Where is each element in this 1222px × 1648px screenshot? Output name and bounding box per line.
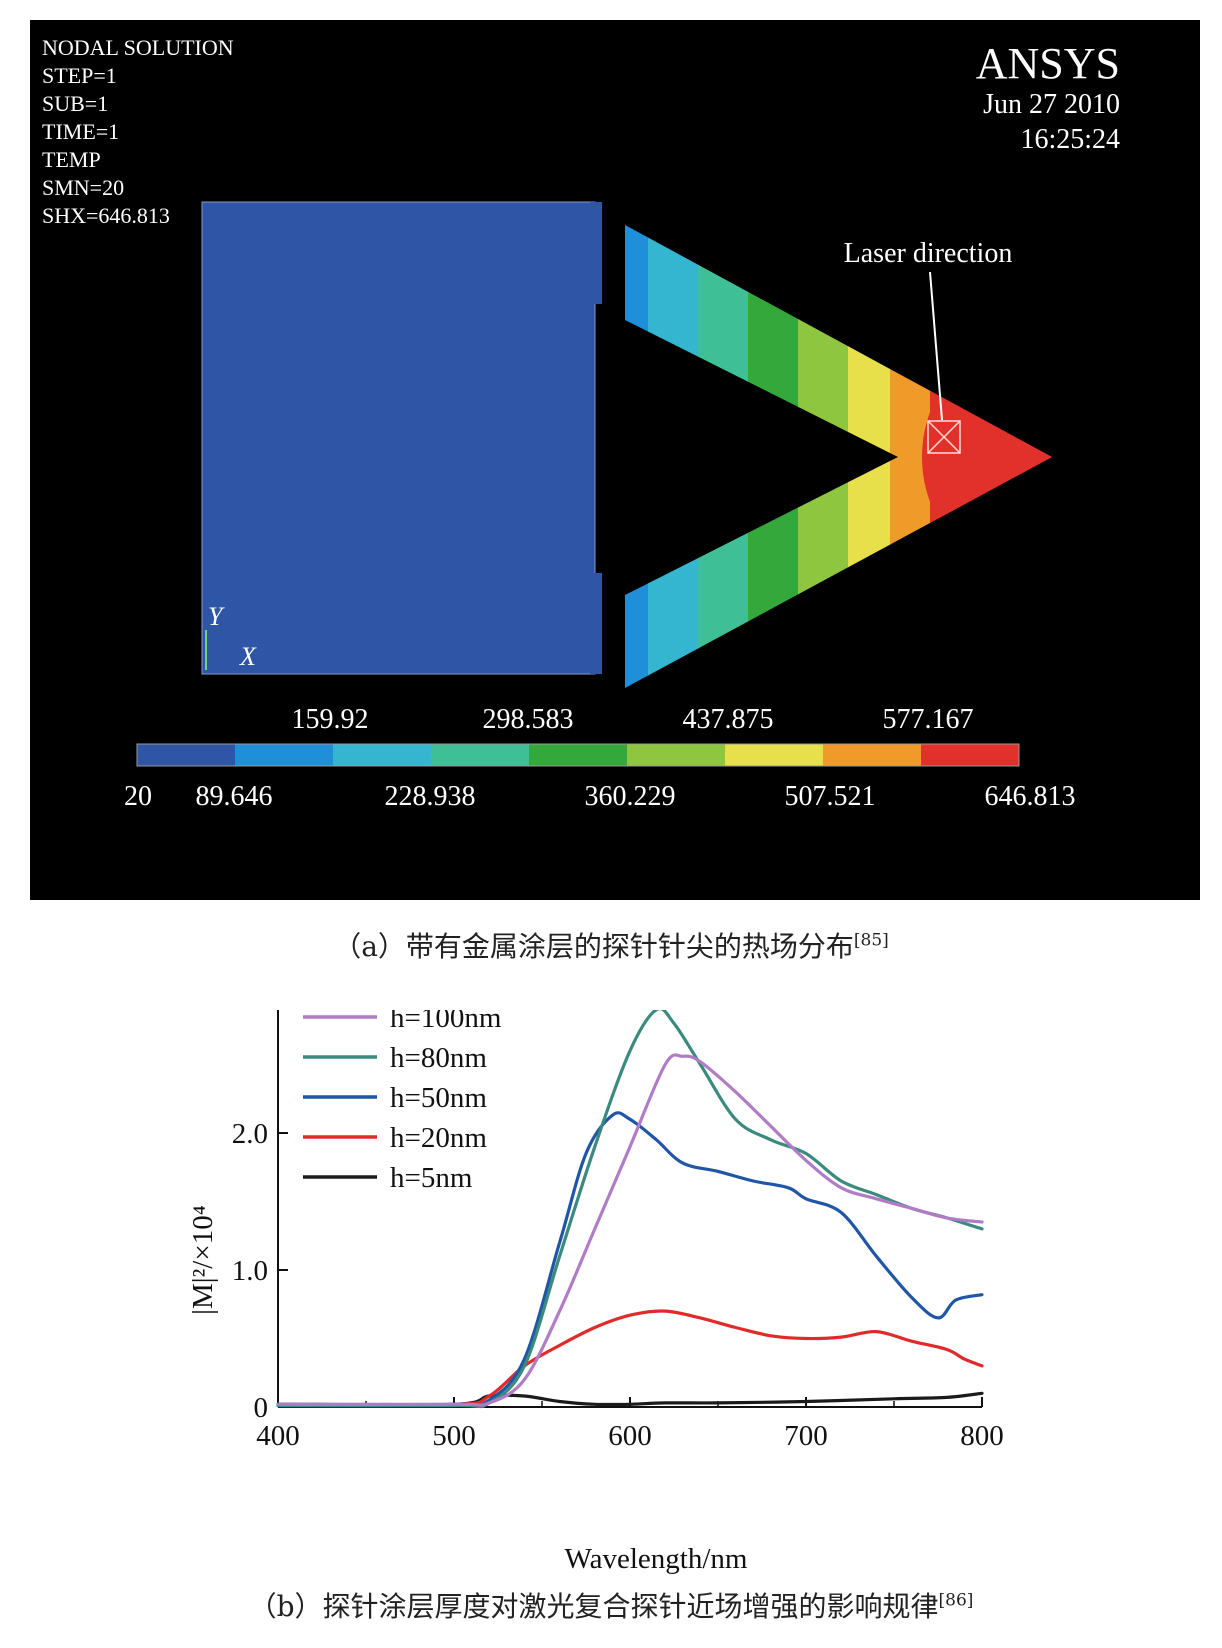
colorbar-tick-top: 298.583 — [483, 704, 574, 735]
info-line: TEMP — [42, 147, 101, 172]
info-line: STEP=1 — [42, 63, 117, 88]
colorbar-segment — [235, 744, 334, 766]
colorbar-tick-bottom: 89.646 — [196, 781, 273, 812]
colorbar-segment — [725, 744, 824, 766]
laser-direction-pointer — [929, 271, 943, 421]
colorbar-tick-bottom: 360.229 — [585, 781, 676, 812]
tip-hotzone — [922, 327, 1052, 587]
info-line: SHX=646.813 — [42, 203, 170, 228]
caption-b: （b）探针涂层厚度对激光复合探针近场增强的影响规律[86] — [0, 1585, 1222, 1625]
chart-axes: 400 500 600 700 800 0 1.0 2.0 3.0 — [232, 1010, 1004, 1452]
caption-a-text: （a）带有金属涂层的探针针尖的热场分布 — [333, 930, 854, 963]
colorbar-segment — [137, 744, 236, 766]
ansys-time: 16:25:24 — [1020, 124, 1120, 155]
colorbar-segment — [627, 744, 726, 766]
colorbar — [136, 743, 1020, 767]
caption-b-text: （b）探针涂层厚度对激光复合探针近场增强的影响规律 — [248, 1590, 939, 1623]
laser-spot-marker — [927, 420, 961, 454]
caption-a-ref: [85] — [853, 930, 889, 951]
series-line-h5nm — [276, 1391, 984, 1407]
tip-band — [625, 225, 649, 688]
colorbar-tick-top: 577.167 — [883, 704, 974, 735]
series-line-h80nm — [276, 1010, 984, 1409]
colorbar-segment — [529, 744, 628, 766]
legend-label: h=80nm — [390, 1042, 487, 1074]
probe-body — [201, 201, 596, 675]
probe-neck-bottom — [590, 573, 602, 674]
y-tick-label: 2.0 — [232, 1118, 268, 1150]
info-line: NODAL SOLUTION — [42, 35, 234, 60]
colorbar-segment — [333, 744, 432, 766]
axis-x-label: X — [239, 642, 257, 671]
x-tick-label: 400 — [256, 1420, 300, 1452]
colorbar-segment — [431, 744, 530, 766]
legend-label: h=5nm — [390, 1162, 473, 1194]
tip-band — [648, 225, 699, 688]
info-line: SMN=20 — [42, 175, 124, 200]
x-axis-label: Wavelength/nm — [565, 1543, 748, 1575]
ansys-brand: ANSYS — [976, 39, 1120, 88]
y-tick-label: 0 — [254, 1392, 269, 1424]
x-tick-label: 800 — [960, 1420, 1004, 1452]
colorbar-tick-top: 437.875 — [683, 704, 774, 735]
legend-label: h=20nm — [390, 1122, 487, 1154]
caption-a: （a）带有金属涂层的探针针尖的热场分布[85] — [0, 925, 1222, 965]
series-line-h20nm — [276, 1309, 984, 1407]
caption-b-ref: [86] — [938, 1590, 974, 1611]
tip-band — [798, 225, 849, 688]
probe-neck-top — [590, 202, 602, 304]
x-tick-label: 700 — [784, 1420, 828, 1452]
colorbar-segment — [823, 744, 922, 766]
y-tick-label: 1.0 — [232, 1255, 268, 1287]
x-tick-label: 600 — [608, 1420, 652, 1452]
colorbar-tick-bottom: 20 — [124, 781, 152, 812]
legend-label: h=50nm — [390, 1082, 487, 1114]
colorbar-bottom-labels: 20 89.646 228.938 360.229 507.521 646.813 — [124, 781, 1076, 812]
ansys-info-block: NODAL SOLUTION STEP=1 SUB=1 TIME=1 TEMP SMN=2… — [42, 35, 234, 228]
series-line-h50nm — [276, 1111, 984, 1407]
chart-legend: h=100nm h=80nm h=50nm h=20nm h=5nm — [303, 1010, 502, 1194]
info-line: TIME=1 — [42, 119, 119, 144]
ansys-panel: NODAL SOLUTION STEP=1 SUB=1 TIME=1 TEMP SMN=2… — [30, 20, 1200, 900]
info-line: SUB=1 — [42, 91, 108, 116]
x-tick-label: 500 — [432, 1420, 476, 1452]
y-axis-label: |M|²/×10⁴ — [187, 1205, 219, 1315]
colorbar-segment — [921, 744, 1020, 766]
series-line-h100nm — [276, 1053, 984, 1407]
laser-direction-label: Laser direction — [844, 238, 1013, 269]
tip-band — [748, 225, 799, 688]
colorbar-tick-bottom: 228.938 — [385, 781, 476, 812]
colorbar-tick-bottom: 507.521 — [785, 781, 876, 812]
colorbar-top-labels: 159.92 298.583 437.875 577.167 — [292, 704, 974, 735]
y-tick-label: 3.0 — [232, 1010, 268, 1013]
axis-y-label: Y — [208, 602, 225, 631]
ansys-plot: NODAL SOLUTION STEP=1 SUB=1 TIME=1 TEMP SMN=2… — [42, 35, 1120, 812]
colorbar-tick-top: 159.92 — [292, 704, 369, 735]
ansys-date: Jun 27 2010 — [983, 89, 1120, 120]
legend-label: h=100nm — [390, 1010, 502, 1034]
tip-band — [698, 225, 749, 688]
tip-band — [848, 225, 891, 688]
chart-series — [276, 1010, 984, 1409]
probe-tip-bands — [625, 225, 1052, 688]
colorbar-tick-bottom: 646.813 — [985, 781, 1076, 812]
